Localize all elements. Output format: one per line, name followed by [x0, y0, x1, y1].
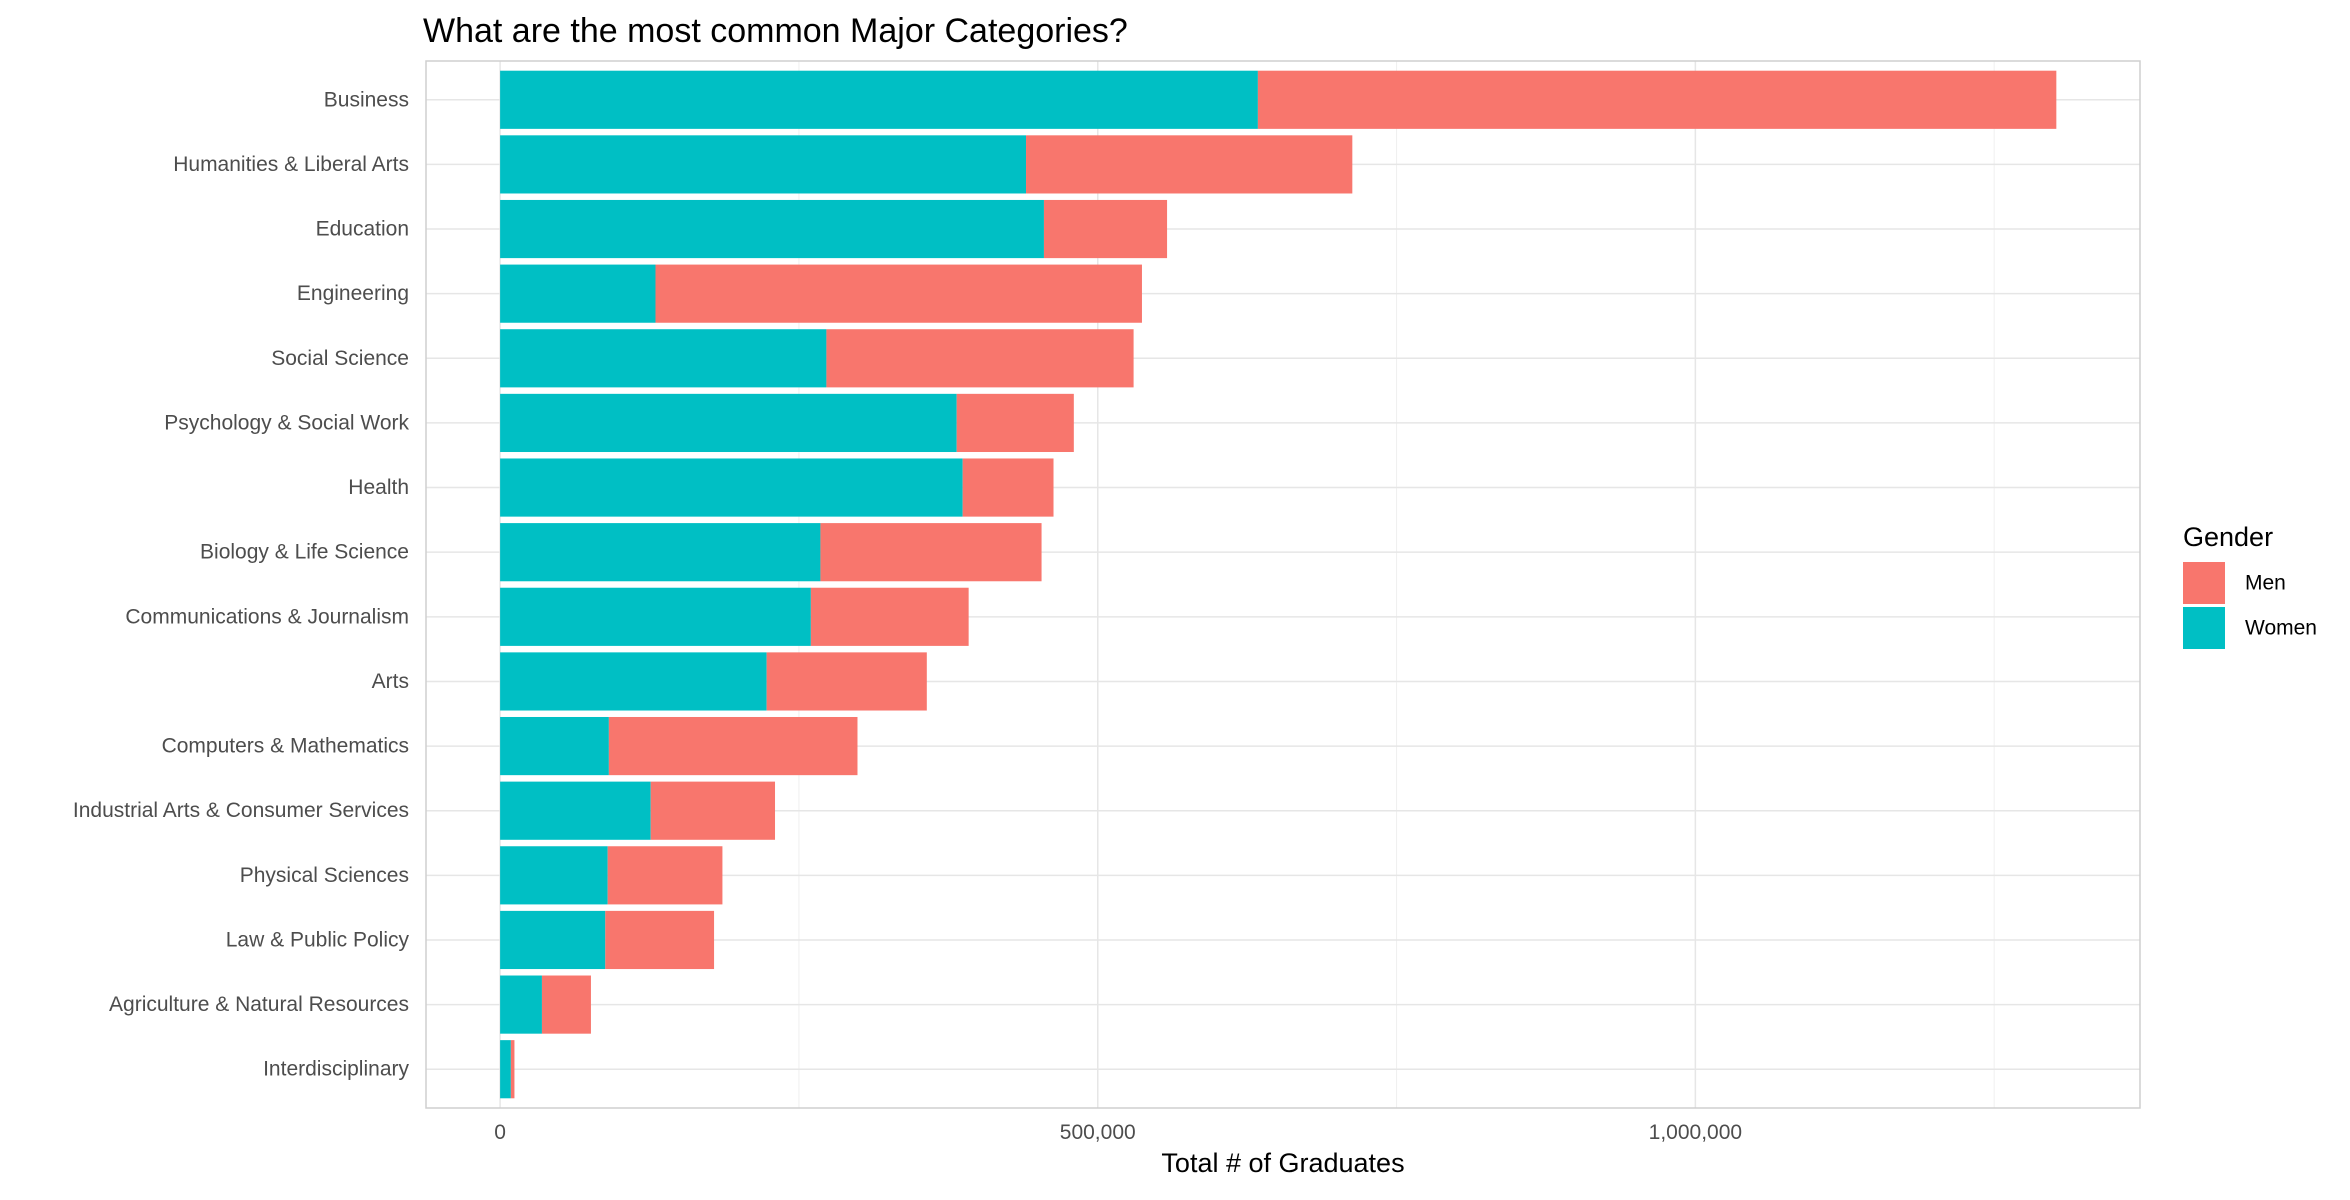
legend-label: Men — [2245, 572, 2286, 595]
chart-title: What are the most common Major Categorie… — [423, 12, 1128, 50]
category-label: Psychology & Social Work — [164, 411, 409, 434]
legend-swatch — [2183, 607, 2225, 649]
category-label: Health — [348, 476, 409, 499]
bar-women — [500, 70, 1258, 129]
bar-men — [605, 910, 715, 970]
category-label: Business — [324, 88, 409, 111]
x-tick-label: 0 — [494, 1121, 506, 1144]
category-label: Physical Sciences — [240, 864, 409, 887]
bar-men — [1026, 135, 1353, 194]
bar-men — [510, 1040, 515, 1099]
x-tick-label: 1,000,000 — [1649, 1121, 1742, 1144]
bar-women — [500, 264, 656, 323]
legend-items: Men Women — [2183, 562, 2317, 649]
category-axis-labels: Business Humanities & Liberal Arts Educati… — [73, 88, 410, 1080]
category-label: Social Science — [271, 347, 409, 370]
bar-women — [500, 1040, 511, 1099]
legend-label: Women — [2245, 617, 2317, 640]
bar-women — [500, 135, 1027, 194]
bar-women — [500, 587, 811, 646]
bar-women — [500, 846, 608, 905]
bar-men — [826, 329, 1134, 388]
value-axis-ticks: 0 500,000 1,000,000 — [494, 1121, 1742, 1144]
category-label: Agriculture & Natural Resources — [109, 993, 409, 1016]
bar-women — [500, 975, 542, 1034]
bar-women — [500, 781, 651, 840]
bar-men — [607, 846, 723, 905]
legend: Gender Men Women — [2183, 522, 2317, 649]
category-label: Education — [316, 218, 409, 241]
bar-women — [500, 199, 1044, 259]
bar-women — [500, 393, 957, 453]
bar-men — [820, 523, 1042, 582]
bar-men — [766, 652, 927, 711]
category-label: Humanities & Liberal Arts — [173, 153, 409, 176]
bar-women — [500, 716, 609, 776]
bar-women — [500, 458, 963, 517]
bar-women — [500, 652, 767, 711]
category-label: Law & Public Policy — [226, 928, 410, 951]
bar-men — [1257, 70, 2057, 129]
bar-men — [650, 781, 776, 840]
plot-border — [425, 60, 2141, 1109]
category-label: Industrial Arts & Consumer Services — [73, 799, 409, 822]
bar-men — [608, 716, 858, 776]
bar-women — [500, 910, 606, 970]
bar-men — [956, 393, 1074, 453]
bar-women — [500, 329, 827, 388]
bars — [500, 70, 2057, 1099]
legend-title: Gender — [2183, 522, 2273, 552]
category-label: Computers & Mathematics — [162, 735, 409, 758]
bar-women — [500, 523, 821, 582]
category-label: Communications & Journalism — [125, 605, 409, 628]
bar-men — [810, 587, 969, 646]
x-axis-title: Total # of Graduates — [1161, 1148, 1404, 1178]
bar-men — [1043, 199, 1168, 259]
category-label: Interdisciplinary — [263, 1058, 409, 1081]
category-label: Engineering — [297, 282, 409, 305]
bar-men — [655, 264, 1142, 323]
bar-men — [962, 458, 1054, 517]
x-tick-label: 500,000 — [1060, 1121, 1136, 1144]
bar-men — [541, 975, 591, 1034]
category-label: Arts — [372, 670, 409, 693]
legend-swatch — [2183, 562, 2225, 604]
category-label: Biology & Life Science — [200, 541, 409, 564]
